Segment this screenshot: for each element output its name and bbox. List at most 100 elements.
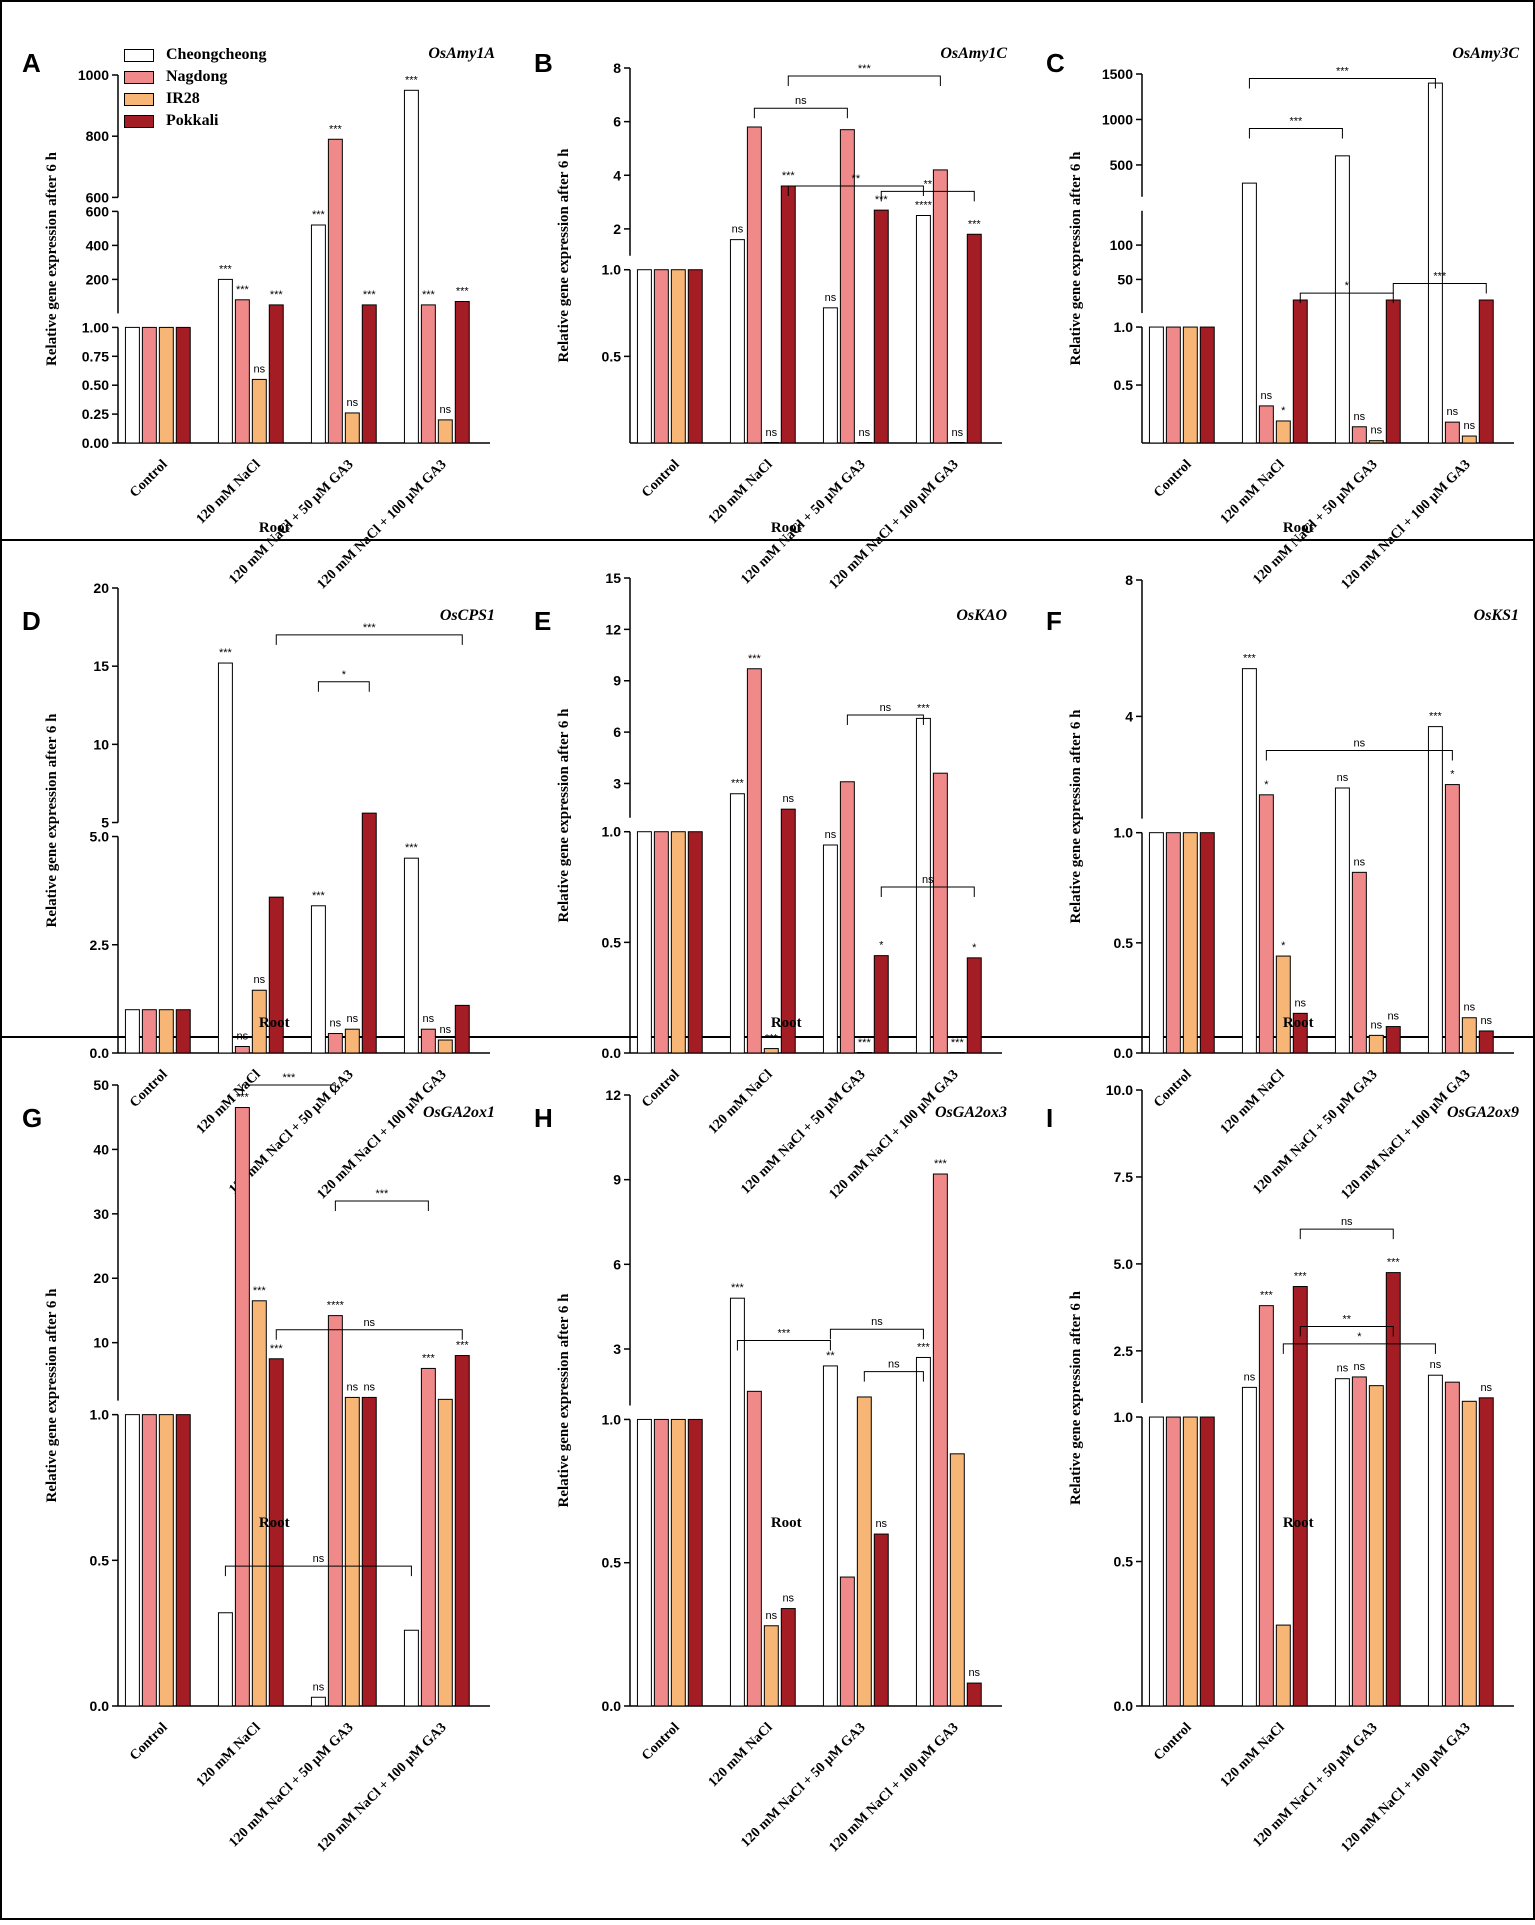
- bar: [158, 1414, 174, 1707]
- significance-label: ns: [440, 1024, 452, 1036]
- y-tick-label: 600: [86, 189, 110, 205]
- bar: [729, 793, 745, 1054]
- panel-letter: E: [534, 606, 551, 636]
- bracket-label: ns: [871, 1316, 883, 1328]
- significance-label: ***: [219, 263, 233, 275]
- legend-label: Nagdong: [166, 68, 228, 85]
- bar: [268, 896, 284, 1054]
- bracket-label: **: [1342, 1314, 1351, 1326]
- bar: [437, 419, 453, 444]
- y-tick-label: 1.0: [602, 824, 622, 840]
- bar: [217, 1612, 233, 1707]
- bracket-label: ***: [1336, 66, 1350, 78]
- x-tick-label: Control: [639, 1720, 683, 1764]
- bar: [1199, 326, 1215, 444]
- x-axis-label: Root: [259, 520, 290, 536]
- bar: [763, 1625, 779, 1707]
- significance-label: ***: [363, 289, 377, 301]
- significance-label: *: [1450, 769, 1455, 781]
- comparison-bracket: [1299, 1326, 1394, 1337]
- bar: [1258, 794, 1274, 1054]
- bar: [949, 1453, 965, 1707]
- significance-label: *: [879, 940, 884, 952]
- bar: [251, 989, 267, 1054]
- bar: [966, 957, 982, 1054]
- y-tick-label: 0.5: [602, 348, 622, 364]
- bar: [124, 326, 140, 444]
- panel-letter: H: [534, 1103, 553, 1133]
- significance-label: ns: [782, 1593, 794, 1605]
- bar: [327, 1315, 343, 1707]
- y-tick-label: 40: [93, 1141, 109, 1157]
- significance-label: ns: [237, 1031, 249, 1043]
- legend-item: Nagdong: [124, 66, 266, 88]
- y-tick-label: 0.0: [90, 1698, 110, 1714]
- bar: [1351, 1376, 1367, 1707]
- significance-label: ns: [1371, 1019, 1383, 1031]
- bracket-label: ***: [1433, 271, 1447, 283]
- y-tick-label: 3: [613, 775, 621, 791]
- comparison-bracket: [753, 107, 848, 119]
- significance-label: ns: [254, 363, 266, 375]
- y-axis-label: Relative gene expression after 6 h: [556, 148, 572, 363]
- bar: [1182, 326, 1198, 444]
- y-tick-label: 7.5: [1114, 1169, 1134, 1185]
- significance-label: ns: [825, 829, 837, 841]
- y-tick-label: 30: [93, 1206, 109, 1222]
- bar: [327, 1033, 343, 1054]
- x-tick-label: Control: [1151, 457, 1195, 501]
- y-tick-label: 2: [613, 221, 621, 237]
- bracket-label: ns: [888, 1359, 900, 1371]
- significance-label: ***: [312, 890, 326, 902]
- bar: [1241, 182, 1257, 444]
- bar: [1182, 1416, 1198, 1707]
- y-tick-label: 6: [613, 114, 621, 130]
- bar: [966, 1682, 982, 1707]
- y-tick-label: 20: [93, 580, 109, 596]
- x-tick-label: Control: [127, 457, 171, 501]
- legend-label: Cheongcheong: [166, 46, 267, 63]
- comparison-bracket: [863, 1371, 924, 1382]
- y-tick-label: 6: [613, 1256, 621, 1272]
- bar: [839, 781, 855, 1054]
- y-axis-label: Relative gene expression after 6 h: [1068, 151, 1084, 366]
- bar: [141, 1009, 157, 1054]
- significance-label: *: [1281, 405, 1286, 417]
- x-tick-label: 120 mM NaCl: [706, 457, 776, 527]
- y-tick-label: 12: [605, 1087, 621, 1103]
- bar: [1292, 1286, 1308, 1707]
- y-tick-label: 9: [613, 1172, 621, 1188]
- significance-label: ns: [1464, 1002, 1476, 1014]
- bar: [403, 1629, 419, 1707]
- significance-label: ns: [1430, 1359, 1442, 1371]
- bar: [653, 269, 669, 444]
- bar: [310, 224, 326, 444]
- y-tick-label: 200: [86, 271, 110, 287]
- bar: [1258, 405, 1274, 444]
- bar: [873, 209, 889, 444]
- bar: [1478, 1397, 1494, 1707]
- significance-label: ***: [236, 1092, 250, 1104]
- significance-label: ns: [1447, 406, 1459, 418]
- bracket-label: **: [923, 178, 932, 190]
- significance-label: *: [972, 942, 977, 954]
- bar: [636, 831, 652, 1054]
- y-tick-label: 400: [86, 237, 110, 253]
- bar: [344, 412, 360, 444]
- bar: [636, 269, 652, 444]
- bar: [1241, 1386, 1257, 1707]
- bar: [687, 269, 703, 444]
- bar: [310, 905, 326, 1054]
- bracket-label: ns: [880, 702, 892, 714]
- bar: [1444, 421, 1460, 444]
- bar: [175, 1009, 191, 1054]
- y-tick-label: 1000: [1102, 111, 1133, 127]
- significance-label: ***: [253, 1285, 267, 1297]
- significance-label: ns: [732, 224, 744, 236]
- y-tick-label: 4: [1125, 708, 1133, 724]
- significance-label: ns: [766, 427, 778, 439]
- bar: [670, 269, 686, 444]
- bar: [1182, 832, 1198, 1054]
- y-tick-label: 0.5: [1114, 1554, 1134, 1570]
